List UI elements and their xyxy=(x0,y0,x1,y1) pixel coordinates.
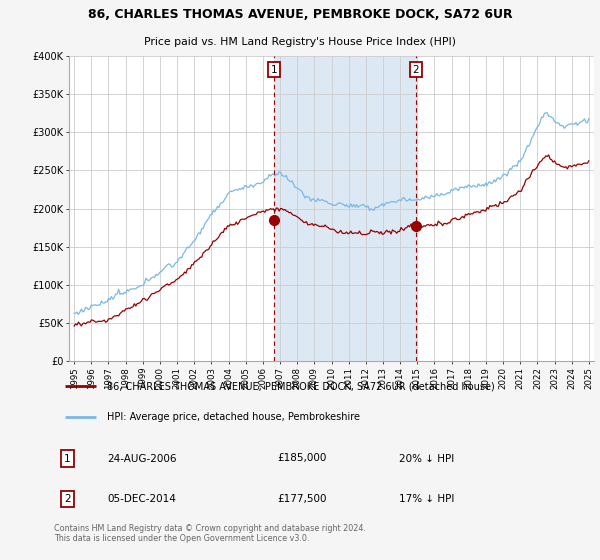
Text: Contains HM Land Registry data © Crown copyright and database right 2024.
This d: Contains HM Land Registry data © Crown c… xyxy=(54,524,366,543)
Text: 20% ↓ HPI: 20% ↓ HPI xyxy=(399,454,454,464)
Text: 05-DEC-2014: 05-DEC-2014 xyxy=(107,494,176,505)
Text: 86, CHARLES THOMAS AVENUE, PEMBROKE DOCK, SA72 6UR: 86, CHARLES THOMAS AVENUE, PEMBROKE DOCK… xyxy=(88,8,512,21)
Text: 2: 2 xyxy=(64,494,71,505)
Text: Price paid vs. HM Land Registry's House Price Index (HPI): Price paid vs. HM Land Registry's House … xyxy=(144,37,456,47)
Text: 2: 2 xyxy=(413,65,419,74)
Text: 17% ↓ HPI: 17% ↓ HPI xyxy=(399,494,455,505)
Bar xyxy=(274,56,416,361)
Text: 24-AUG-2006: 24-AUG-2006 xyxy=(107,454,176,464)
Text: 1: 1 xyxy=(64,454,71,464)
Text: 1: 1 xyxy=(271,65,277,74)
Text: HPI: Average price, detached house, Pembrokeshire: HPI: Average price, detached house, Pemb… xyxy=(107,412,360,422)
Text: 86, CHARLES THOMAS AVENUE, PEMBROKE DOCK, SA72 6UR (detached house): 86, CHARLES THOMAS AVENUE, PEMBROKE DOCK… xyxy=(107,381,495,391)
Text: £185,000: £185,000 xyxy=(277,454,326,464)
Text: £177,500: £177,500 xyxy=(277,494,326,505)
